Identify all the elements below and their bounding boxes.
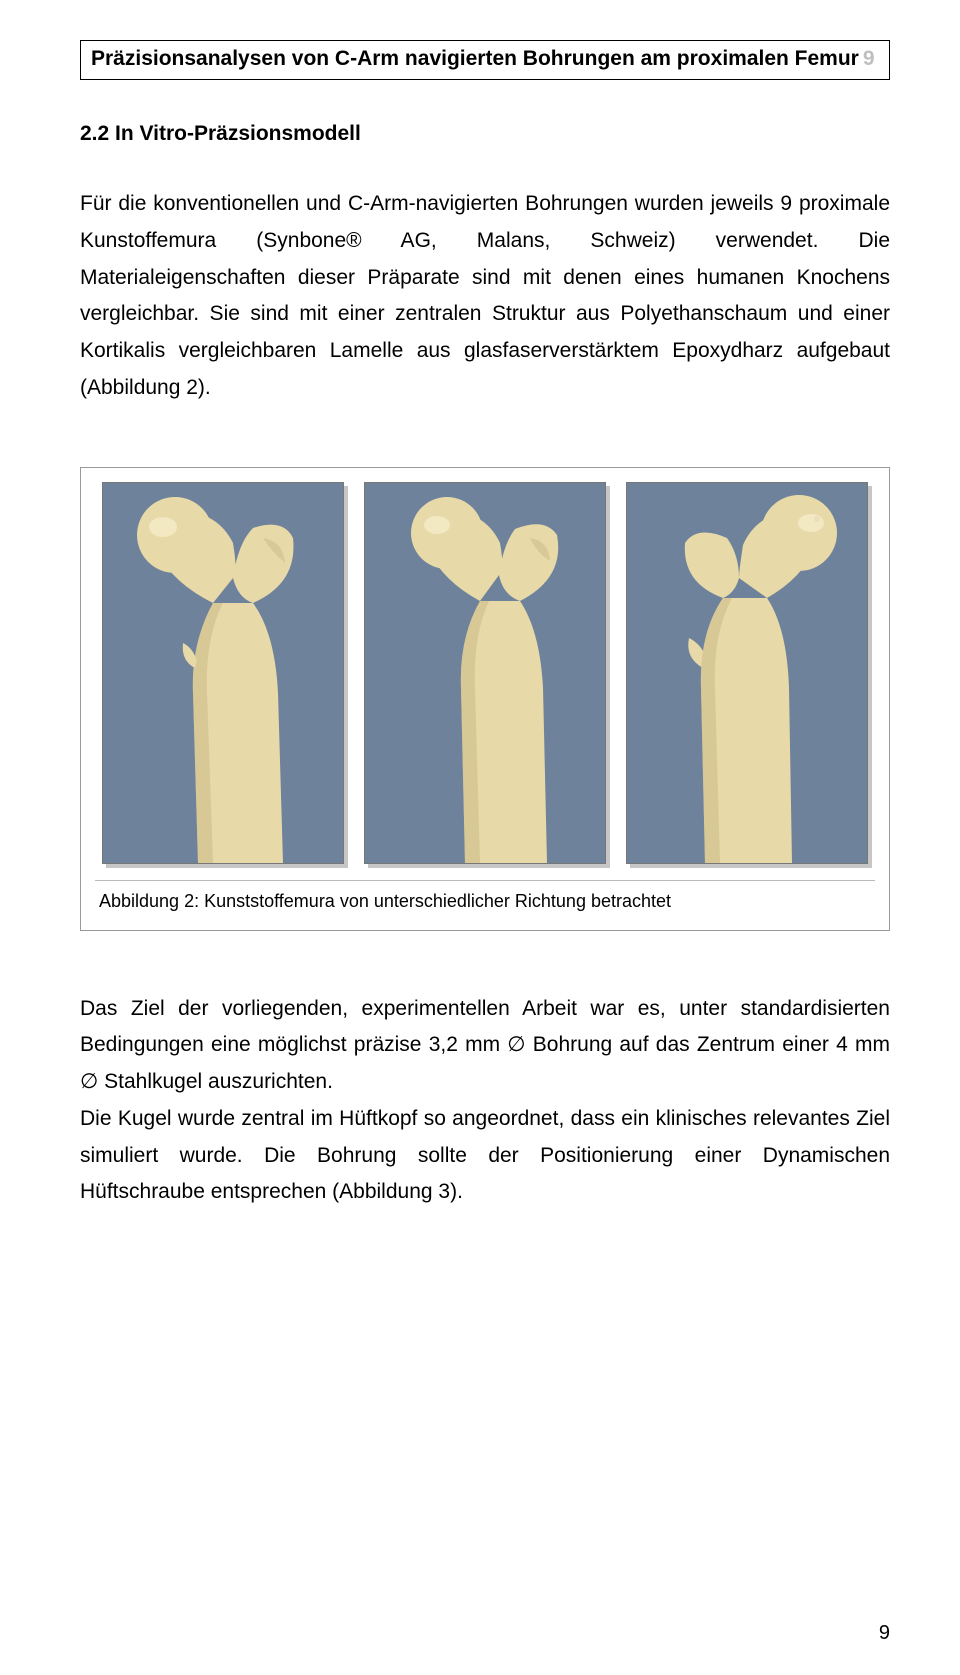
paragraph-1: Für die konventionellen und C-Arm-navigi…	[80, 186, 890, 407]
figure-caption: Abbildung 2: Kunststoffemura von untersc…	[95, 880, 875, 916]
header-box: Präzisionsanalysen von C-Arm navigierten…	[80, 40, 890, 80]
bone-illustration-3	[627, 483, 867, 863]
figure-panel-3	[626, 482, 868, 864]
figure-panel-2	[364, 482, 606, 864]
figure-panel-1	[102, 482, 344, 864]
figure-row	[95, 482, 875, 880]
bone-illustration-2	[365, 483, 605, 863]
header-extra-mark: 9	[863, 47, 875, 70]
paragraph-2: Das Ziel der vorliegenden, experimentell…	[80, 991, 890, 1212]
header-title: Präzisionsanalysen von C-Arm navigierten…	[91, 47, 859, 70]
bone-illustration-1	[103, 483, 343, 863]
page: Präzisionsanalysen von C-Arm navigierten…	[0, 0, 960, 1675]
figure-container: Abbildung 2: Kunststoffemura von untersc…	[80, 467, 890, 931]
section-heading: 2.2 In Vitro-Präzsionsmodell	[80, 122, 890, 146]
page-number: 9	[879, 1622, 890, 1645]
